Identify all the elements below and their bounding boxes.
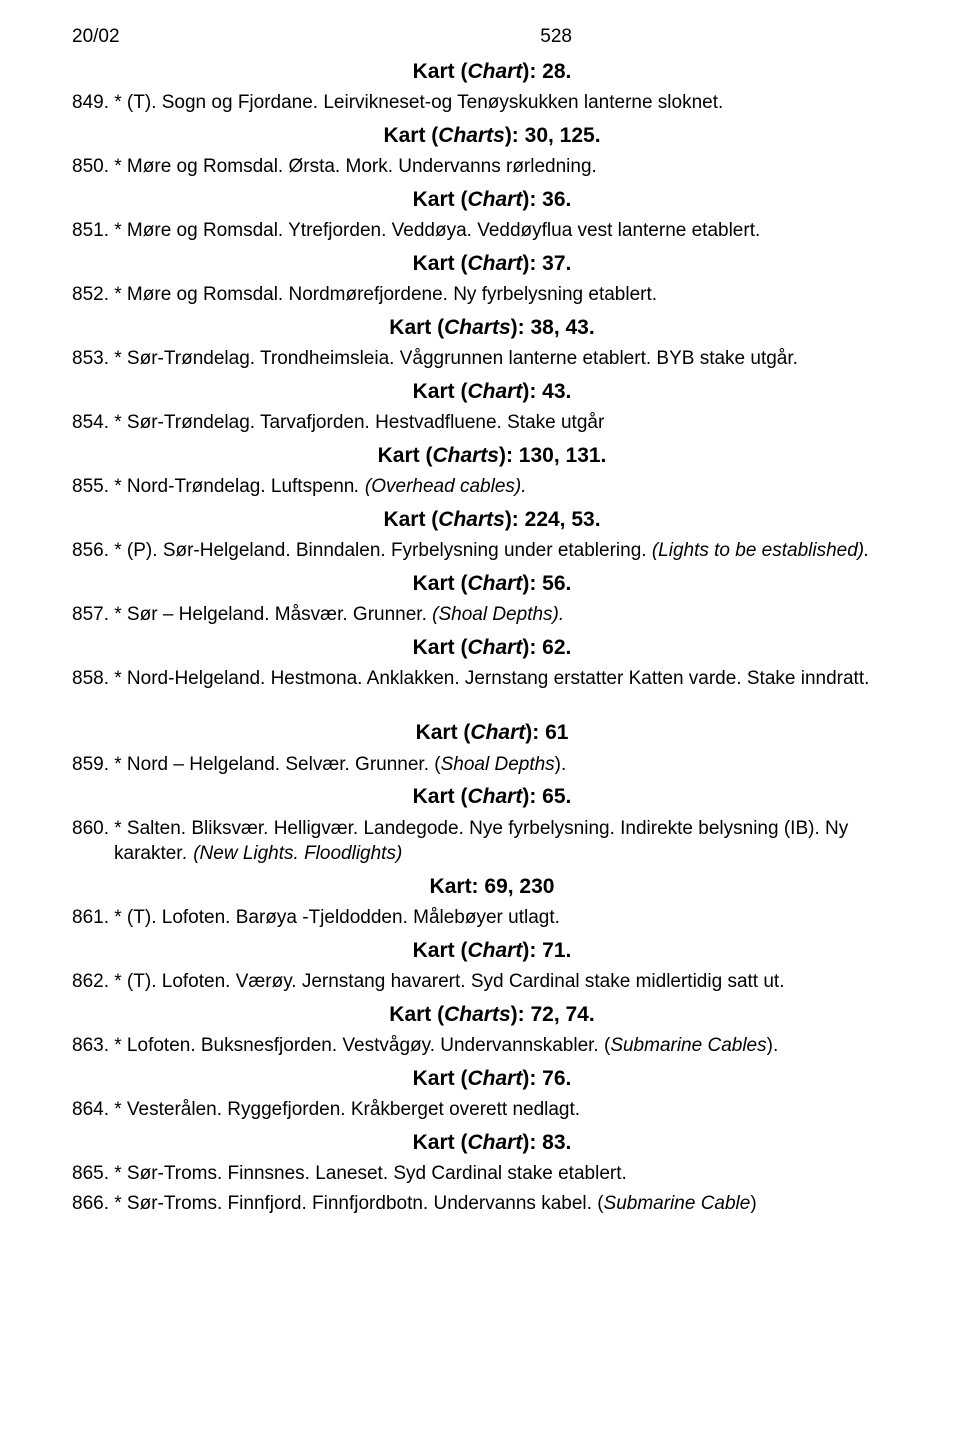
- entry-text: * Sør – Helgeland. Måsvær. Grunner.: [109, 604, 427, 625]
- entry-text: * Møre og Romsdal. Nordmørefjordene. Ny …: [109, 284, 657, 305]
- notice-entry: 863. * Lofoten. Buksnesfjorden. Vestvågø…: [72, 1033, 912, 1059]
- notice-entry: 865. * Sør-Troms. Finnsnes. Laneset. Syd…: [72, 1161, 912, 1187]
- entry-number: 849.: [72, 92, 109, 113]
- chart-heading: Kart (Chart): 71.: [72, 937, 912, 965]
- entry-number: 855.: [72, 476, 109, 497]
- chart-heading: Kart (Chart): 61: [72, 719, 912, 747]
- entry-italic: (Shoal Depths).: [427, 604, 564, 625]
- entry-text: * Møre og Romsdal. Ørsta. Mork. Undervan…: [109, 156, 597, 177]
- chart-heading: Kart (Charts): 72, 74.: [72, 1001, 912, 1029]
- notice-entry: 851. * Møre og Romsdal. Ytrefjorden. Ved…: [72, 218, 912, 244]
- notice-entry: 858. * Nord-Helgeland. Hestmona. Anklakk…: [72, 666, 912, 692]
- entry-text: * Vesterålen. Ryggefjorden. Kråkberget o…: [109, 1099, 580, 1120]
- entry-text: * (T). Lofoten. Værøy. Jernstang havarer…: [109, 971, 784, 992]
- entry-text: * Nord-Helgeland. Hestmona. Anklakken. J…: [109, 668, 869, 689]
- header-left: 20/02: [72, 24, 120, 50]
- entry-text: * (T). Lofoten. Barøya -Tjeldodden. Måle…: [109, 907, 560, 928]
- entry-suffix: ): [750, 1193, 756, 1214]
- page-header: 20/02 528: [72, 24, 912, 50]
- notice-entry: 857. * Sør – Helgeland. Måsvær. Grunner.…: [72, 602, 912, 628]
- chart-heading: Kart (Chart): 65.: [72, 783, 912, 811]
- chart-heading: Kart (Chart): 36.: [72, 186, 912, 214]
- notice-entry: 861. * (T). Lofoten. Barøya -Tjeldodden.…: [72, 905, 912, 931]
- entry-number: 851.: [72, 220, 109, 241]
- chart-heading: Kart (Charts): 38, 43.: [72, 314, 912, 342]
- chart-heading: Kart (Charts): 224, 53.: [72, 506, 912, 534]
- entry-number: 861.: [72, 907, 109, 928]
- notice-entry: 862. * (T). Lofoten. Værøy. Jernstang ha…: [72, 969, 912, 995]
- notice-entry: 859. * Nord – Helgeland. Selvær. Grunner…: [72, 752, 912, 778]
- chart-heading: Kart (Chart): 76.: [72, 1065, 912, 1093]
- entry-italic: . (New Lights. Floodlights): [183, 843, 403, 864]
- notice-entry: 864. * Vesterålen. Ryggefjorden. Kråkber…: [72, 1097, 912, 1123]
- entry-suffix: ).: [767, 1035, 779, 1056]
- entry-number: 866.: [72, 1193, 109, 1214]
- entry-number: 857.: [72, 604, 109, 625]
- entry-text: * Lofoten. Buksnesfjorden. Vestvågøy. Un…: [109, 1035, 610, 1056]
- notice-entry: 860. * Salten. Bliksvær. Helligvær. Land…: [72, 816, 912, 867]
- notice-entry: 866. * Sør-Troms. Finnfjord. Finnfjordbo…: [72, 1191, 912, 1217]
- entry-number: 864.: [72, 1099, 109, 1120]
- chart-heading: Kart (Chart): 43.: [72, 378, 912, 406]
- entry-number: 853.: [72, 348, 109, 369]
- entry-number: 858.: [72, 668, 109, 689]
- notice-entry: 850. * Møre og Romsdal. Ørsta. Mork. Und…: [72, 154, 912, 180]
- entry-number: 859.: [72, 754, 109, 775]
- chart-heading: Kart (Chart): 37.: [72, 250, 912, 278]
- entry-number: 865.: [72, 1163, 109, 1184]
- entry-italic: Submarine Cables: [610, 1035, 766, 1056]
- entry-italic: (Lights to be established).: [647, 540, 870, 561]
- entry-number: 856.: [72, 540, 109, 561]
- entry-italic: Submarine Cable: [604, 1193, 751, 1214]
- document-body: Kart (Chart): 28. 849. * (T). Sogn og Fjo…: [72, 58, 912, 1217]
- entry-number: 860.: [72, 818, 109, 839]
- entry-text: * Sør-Troms. Finnfjord. Finnfjordbotn. U…: [109, 1193, 604, 1214]
- notice-entry: 854. * Sør-Trøndelag. Tarvafjorden. Hest…: [72, 410, 912, 436]
- chart-heading: Kart (Charts): 130, 131.: [72, 442, 912, 470]
- entry-text: * Nord – Helgeland. Selvær. Grunner. (: [109, 754, 441, 775]
- chart-heading: Kart (Charts): 30, 125.: [72, 122, 912, 150]
- entry-text: * Sør-Troms. Finnsnes. Laneset. Syd Card…: [109, 1163, 627, 1184]
- entry-number: 863.: [72, 1035, 109, 1056]
- notice-entry: 852. * Møre og Romsdal. Nordmørefjordene…: [72, 282, 912, 308]
- notice-entry: 855. * Nord-Trøndelag. Luftspenn. (Overh…: [72, 474, 912, 500]
- entry-suffix: ).: [555, 754, 567, 775]
- entry-number: 854.: [72, 412, 109, 433]
- entry-text: * Nord-Trøndelag. Luftspenn: [109, 476, 354, 497]
- chart-heading: Kart (Chart): 62.: [72, 634, 912, 662]
- chart-heading: Kart (Chart): 28.: [72, 58, 912, 86]
- chart-heading: Kart: 69, 230: [72, 873, 912, 901]
- entry-italic: Shoal Depths: [441, 754, 555, 775]
- chart-heading: Kart (Chart): 83.: [72, 1129, 912, 1157]
- entry-text: * (T). Sogn og Fjordane. Leirvikneset-og…: [109, 92, 723, 113]
- notice-entry: 849. * (T). Sogn og Fjordane. Leirviknes…: [72, 90, 912, 116]
- entry-number: 862.: [72, 971, 109, 992]
- entry-text: * Sør-Trøndelag. Trondheimsleia. Våggrun…: [109, 348, 798, 369]
- section-gap: [72, 695, 912, 713]
- entry-italic: . (Overhead cables).: [354, 476, 526, 497]
- entry-text: * Sør-Trøndelag. Tarvafjorden. Hestvadfl…: [109, 412, 604, 433]
- notice-entry: 853. * Sør-Trøndelag. Trondheimsleia. Vå…: [72, 346, 912, 372]
- chart-heading: Kart (Chart): 56.: [72, 570, 912, 598]
- entry-number: 852.: [72, 284, 109, 305]
- entry-text: * (P). Sør-Helgeland. Binndalen. Fyrbely…: [109, 540, 647, 561]
- entry-number: 850.: [72, 156, 109, 177]
- header-right: 528: [540, 24, 572, 50]
- notice-entry: 856. * (P). Sør-Helgeland. Binndalen. Fy…: [72, 538, 912, 564]
- entry-text: * Møre og Romsdal. Ytrefjorden. Veddøya.…: [109, 220, 760, 241]
